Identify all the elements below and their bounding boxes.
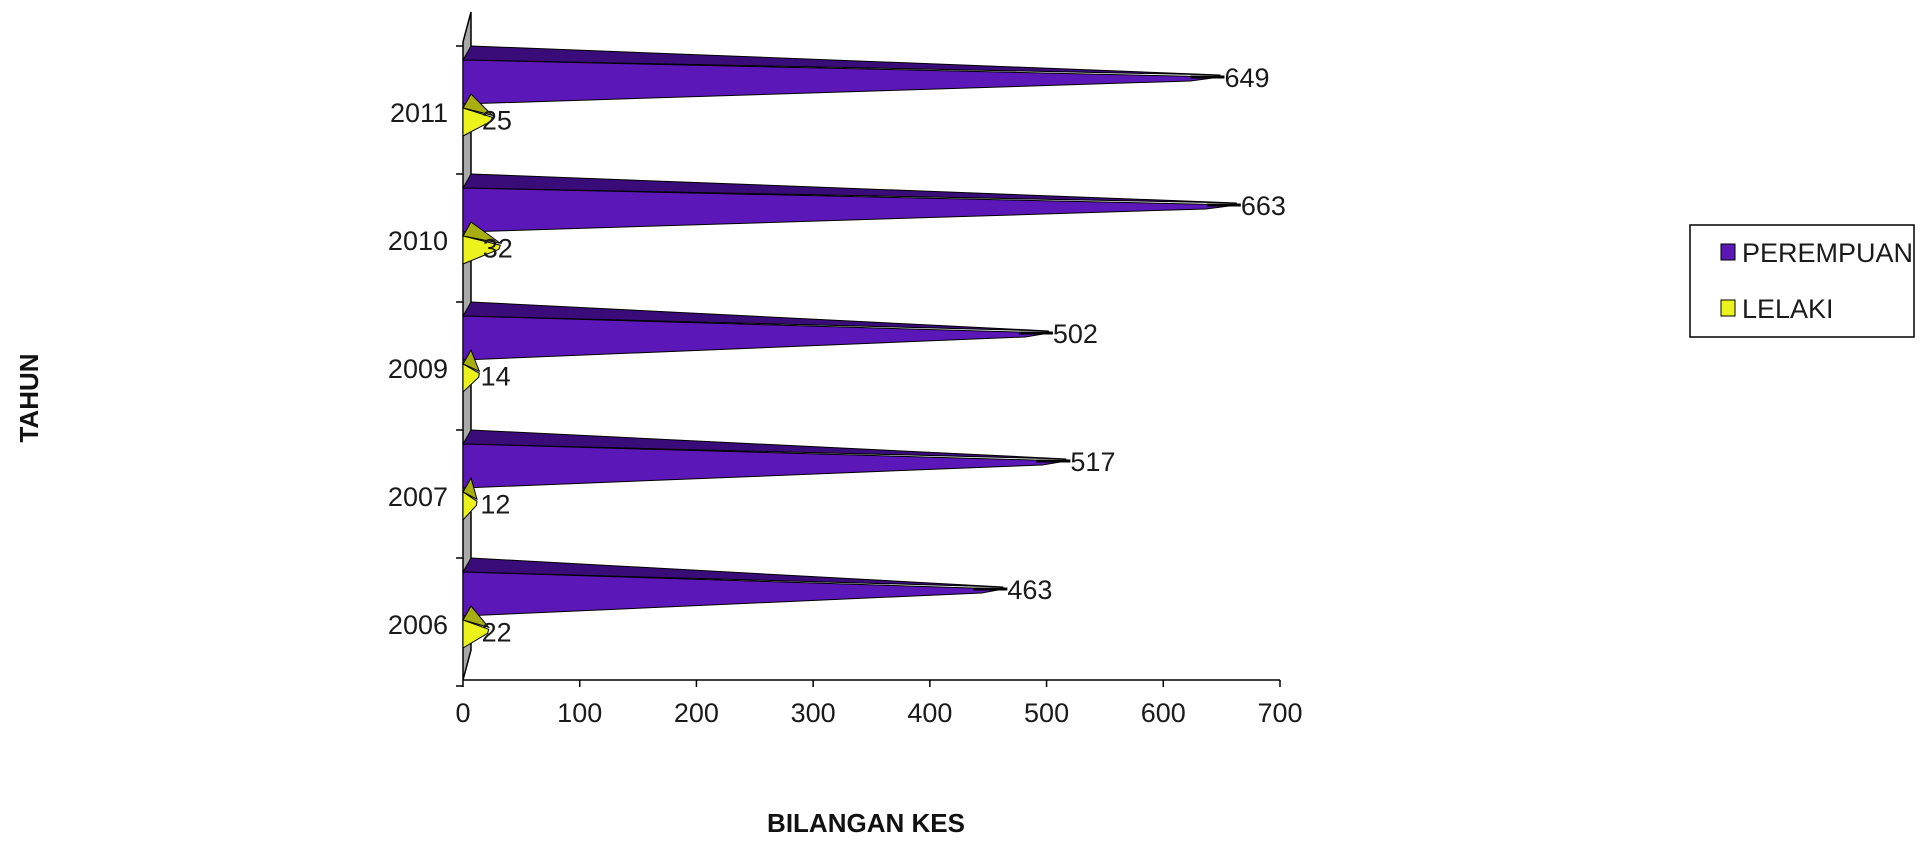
bar-front-face-perempuan-2007 — [462, 443, 1067, 489]
x-tick-label-200: 200 — [674, 698, 719, 728]
legend: PEREMPUAN LELAKI — [1689, 224, 1915, 338]
x-tick-label-300: 300 — [791, 698, 836, 728]
bar-top-face-perempuan-2006 — [462, 557, 1004, 588]
bar-perempuan-2011 — [462, 45, 1225, 105]
bar-lelaki-2011 — [462, 93, 494, 137]
bar-top-face-perempuan-2009 — [462, 301, 1049, 332]
data-label-lelaki-2007: 12 — [480, 489, 510, 519]
bar-top-face-perempuan-2010 — [462, 173, 1237, 204]
x-tick-label-400: 400 — [907, 698, 952, 728]
data-label-lelaki-2010: 32 — [483, 233, 513, 263]
bar-front-face-lelaki-2010 — [462, 235, 502, 265]
y-tick-label-2010: 2010 — [388, 226, 448, 256]
data-label-perempuan-2010: 663 — [1241, 191, 1286, 221]
legend-label-perempuan: PEREMPUAN — [1742, 238, 1913, 268]
bars — [462, 45, 1241, 649]
y-tick-label-2007: 2007 — [388, 482, 448, 512]
x-tick-label-100: 100 — [557, 698, 602, 728]
bar-top-face-lelaki-2011 — [462, 93, 494, 117]
bar-top-face-lelaki-2010 — [462, 221, 501, 244]
y-axis-title: TAHUN — [14, 353, 44, 442]
axes: 0 100 200 300 400 500 600 700 2006 2007 2009 2010 20… — [388, 45, 1303, 728]
bar-front-face-lelaki-2006 — [462, 619, 490, 649]
bar-front-face-lelaki-2009 — [462, 363, 480, 394]
data-label-lelaki-2011: 25 — [482, 105, 512, 135]
bar-top-face-lelaki-2007 — [462, 476, 478, 501]
bar-front-face-perempuan-2010 — [462, 187, 1237, 233]
bar-front-face-lelaki-2007 — [462, 491, 478, 522]
legend-label-lelaki: LELAKI — [1742, 294, 1834, 324]
bar-lelaki-2009 — [462, 348, 481, 394]
data-label-perempuan-2011: 649 — [1224, 63, 1269, 93]
bar-front-face-lelaki-2011 — [462, 107, 493, 137]
bar-front-face-perempuan-2006 — [462, 571, 1004, 617]
bar-perempuan-2006 — [462, 557, 1008, 617]
data-label-perempuan-2009: 502 — [1053, 319, 1098, 349]
bar-top-face-perempuan-2011 — [462, 45, 1221, 76]
x-axis-title: BILANGAN KES — [767, 808, 965, 838]
x-tick-label-700: 700 — [1257, 698, 1302, 728]
bar-top-face-perempuan-2007 — [462, 429, 1067, 460]
bar-lelaki-2010 — [462, 221, 502, 265]
y-tick-label-2006: 2006 — [388, 610, 448, 640]
x-tick-label-0: 0 — [455, 698, 470, 728]
legend-swatch-lelaki — [1720, 299, 1736, 317]
bar-perempuan-2009 — [462, 301, 1053, 361]
data-label-perempuan-2006: 463 — [1007, 575, 1052, 605]
data-labels: 463 517 502 663 649 22 12 14 32 25 — [480, 63, 1285, 647]
bar-front-face-perempuan-2011 — [462, 59, 1221, 105]
bar-lelaki-2006 — [462, 605, 491, 649]
bar-lelaki-2007 — [462, 476, 478, 522]
y-tick-label-2009: 2009 — [388, 354, 448, 384]
bar-top-face-lelaki-2009 — [462, 348, 481, 373]
data-label-lelaki-2006: 22 — [482, 617, 512, 647]
data-label-lelaki-2009: 14 — [481, 361, 511, 391]
bar-top-face-lelaki-2006 — [462, 605, 491, 629]
data-label-perempuan-2007: 517 — [1070, 447, 1115, 477]
x-tick-label-500: 500 — [1024, 698, 1069, 728]
legend-swatch-perempuan — [1720, 243, 1736, 261]
bar-front-face-perempuan-2009 — [462, 315, 1049, 361]
x-tick-label-600: 600 — [1141, 698, 1186, 728]
bar-perempuan-2010 — [462, 173, 1241, 233]
bar-perempuan-2007 — [462, 429, 1071, 489]
y-tick-label-2011: 2011 — [390, 98, 448, 128]
